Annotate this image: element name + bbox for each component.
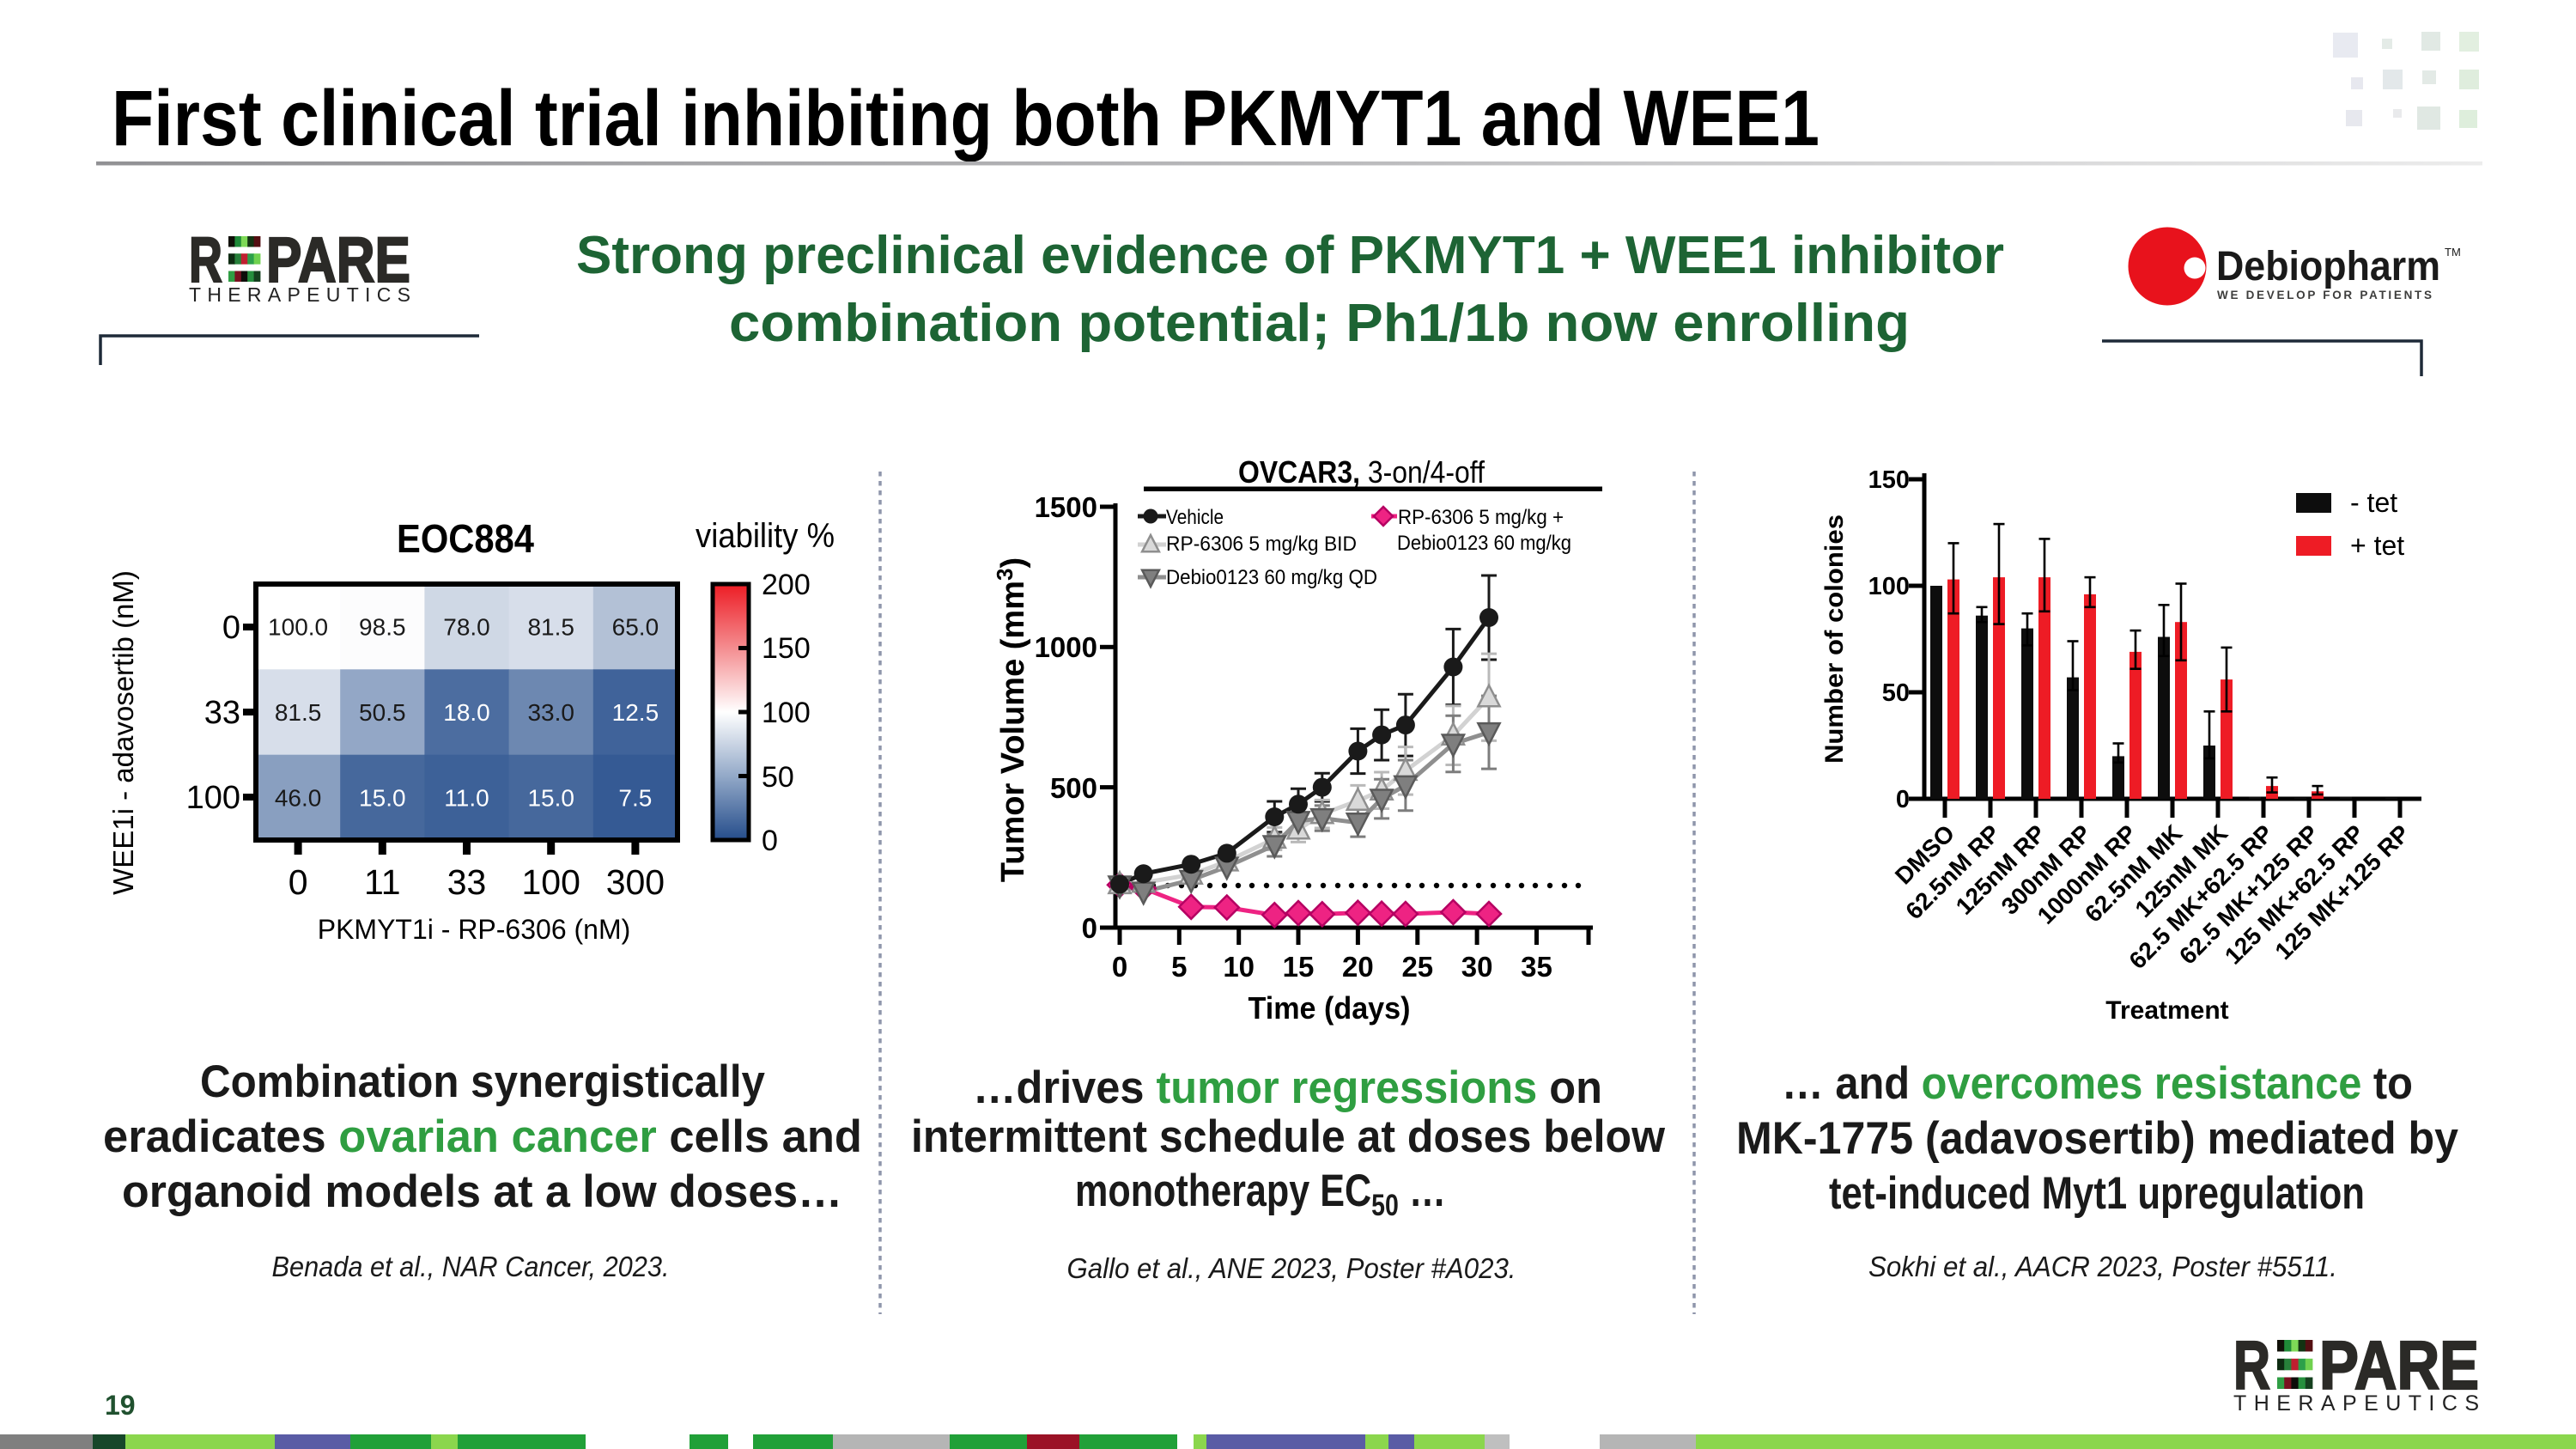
- svg-text:viability %: viability %: [696, 517, 835, 555]
- svg-text:Treatment: Treatment: [2105, 996, 2228, 1025]
- svg-text:Time (days): Time (days): [1249, 990, 1411, 1026]
- svg-text:Debio0123 60 mg/kg QD: Debio0123 60 mg/kg QD: [1166, 566, 1377, 589]
- svg-text:0: 0: [762, 825, 778, 857]
- svg-text:0: 0: [1082, 912, 1097, 944]
- svg-text:organoid models at a low doses: organoid models at a low doses…: [122, 1166, 842, 1217]
- svg-text:100: 100: [1868, 573, 1910, 600]
- svg-text:OVCAR3, 3-on/4-off: OVCAR3, 3-on/4-off: [1238, 454, 1485, 490]
- svg-text:PARE: PARE: [2319, 1327, 2479, 1403]
- svg-text:R: R: [189, 224, 222, 295]
- svg-text:33: 33: [447, 862, 487, 902]
- svg-text:- tet: - tet: [2350, 487, 2397, 518]
- svg-text:Debiopharm: Debiopharm: [2216, 244, 2440, 289]
- svg-text:WEE1i - adavosertib (nM): WEE1i - adavosertib (nM): [107, 570, 139, 895]
- svg-text:tet-induced Myt1 upregulation: tet-induced Myt1 upregulation: [1829, 1168, 2365, 1219]
- svg-text:Gallo et al., ANE 2023, Poster: Gallo et al., ANE 2023, Poster #A023.: [1067, 1252, 1516, 1284]
- svg-text:R: R: [2233, 1327, 2270, 1403]
- svg-text:+ tet: + tet: [2350, 530, 2404, 561]
- svg-text:81.5: 81.5: [275, 699, 322, 726]
- svg-text:Number of colonies: Number of colonies: [1820, 514, 1849, 764]
- svg-text:RP-6306 5 mg/kg +: RP-6306 5 mg/kg +: [1398, 506, 1564, 529]
- svg-text:PARE: PARE: [266, 224, 410, 295]
- svg-text:300: 300: [606, 862, 665, 902]
- svg-text:98.5: 98.5: [359, 614, 406, 641]
- svg-text:18.0: 18.0: [443, 699, 490, 726]
- svg-text:monotherapy EC50 …: monotherapy EC50 …: [1075, 1166, 1446, 1222]
- svg-text:33: 33: [204, 695, 240, 731]
- svg-text:33.0: 33.0: [527, 699, 574, 726]
- svg-text:0: 0: [1896, 786, 1910, 813]
- svg-text:MK-1775 (adavosertib) mediated: MK-1775 (adavosertib) mediated by: [1736, 1113, 2458, 1164]
- svg-text:50: 50: [1882, 679, 1910, 707]
- svg-text:30: 30: [1461, 951, 1493, 983]
- svg-text:100: 100: [762, 697, 811, 729]
- svg-text:1500: 1500: [1035, 491, 1097, 523]
- svg-text:50.5: 50.5: [359, 699, 406, 726]
- svg-text:46.0: 46.0: [275, 784, 322, 811]
- svg-text:5: 5: [1171, 951, 1187, 983]
- svg-text:combination potential; Ph1/1b: combination potential; Ph1/1b now enroll…: [729, 294, 1910, 353]
- svg-text:15: 15: [1283, 951, 1315, 983]
- svg-text:15.0: 15.0: [359, 784, 406, 811]
- svg-text:7.5: 7.5: [618, 784, 652, 811]
- svg-text:eradicates ovarian cancer cell: eradicates ovarian cancer cells and: [103, 1111, 862, 1162]
- svg-text:Tumor Volume (mm3): Tumor Volume (mm3): [992, 557, 1031, 882]
- svg-text:35: 35: [1521, 951, 1552, 983]
- svg-text:81.5: 81.5: [527, 614, 574, 641]
- svg-text:150: 150: [762, 632, 811, 665]
- svg-text:100.0: 100.0: [268, 614, 328, 641]
- svg-text:Sokhi et al., AACR 2023, Poste: Sokhi et al., AACR 2023, Poster #5511.: [1868, 1251, 2337, 1282]
- svg-text:25: 25: [1401, 951, 1433, 983]
- svg-text:0: 0: [222, 610, 240, 646]
- svg-text:19: 19: [105, 1390, 136, 1421]
- svg-text:20: 20: [1342, 951, 1374, 983]
- svg-text:12.5: 12.5: [612, 699, 659, 726]
- svg-text:Benada et al., NAR Cancer, 202: Benada et al., NAR Cancer, 2023.: [272, 1251, 670, 1282]
- svg-text:First clinical trial inhibitin: First clinical trial inhibiting both PKM…: [112, 75, 1820, 162]
- svg-text:Vehicle: Vehicle: [1166, 506, 1224, 529]
- svg-text:0: 0: [1112, 951, 1127, 983]
- svg-text:11.0: 11.0: [444, 784, 489, 811]
- svg-text:WE DEVELOP FOR PATIENTS: WE DEVELOP FOR PATIENTS: [2217, 289, 2432, 301]
- svg-text:150: 150: [1868, 466, 1910, 494]
- svg-text:500: 500: [1050, 772, 1097, 804]
- svg-text:65.0: 65.0: [612, 614, 659, 641]
- svg-text:PKMYT1i - RP-6306 (nM): PKMYT1i - RP-6306 (nM): [318, 914, 631, 945]
- svg-text:100: 100: [521, 862, 580, 902]
- svg-text:Strong preclinical evidence of: Strong preclinical evidence of PKMYT1 + …: [576, 226, 2004, 285]
- svg-text:Debio0123 60 mg/kg: Debio0123 60 mg/kg: [1397, 532, 1571, 555]
- svg-text:78.0: 78.0: [443, 614, 490, 641]
- svg-text:… and overcomes resistance to: … and overcomes resistance to: [1782, 1058, 2413, 1109]
- svg-text:0: 0: [289, 862, 308, 902]
- svg-text:Combination synergistically: Combination synergistically: [200, 1056, 765, 1107]
- svg-text:intermittent schedule at doses: intermittent schedule at doses below: [911, 1111, 1666, 1162]
- svg-text:TM: TM: [2445, 246, 2461, 259]
- svg-text:100: 100: [186, 780, 240, 816]
- svg-text:15.0: 15.0: [527, 784, 574, 811]
- svg-text:RP-6306 5 mg/kg BID: RP-6306 5 mg/kg BID: [1166, 533, 1357, 556]
- svg-text:…drives tumor regressions on: …drives tumor regressions on: [973, 1062, 1602, 1113]
- svg-text:EOC884: EOC884: [397, 516, 534, 561]
- svg-text:1000: 1000: [1035, 631, 1097, 663]
- svg-text:50: 50: [762, 761, 794, 794]
- svg-text:11: 11: [364, 862, 401, 902]
- svg-text:200: 200: [762, 569, 811, 601]
- svg-text:10: 10: [1223, 951, 1255, 983]
